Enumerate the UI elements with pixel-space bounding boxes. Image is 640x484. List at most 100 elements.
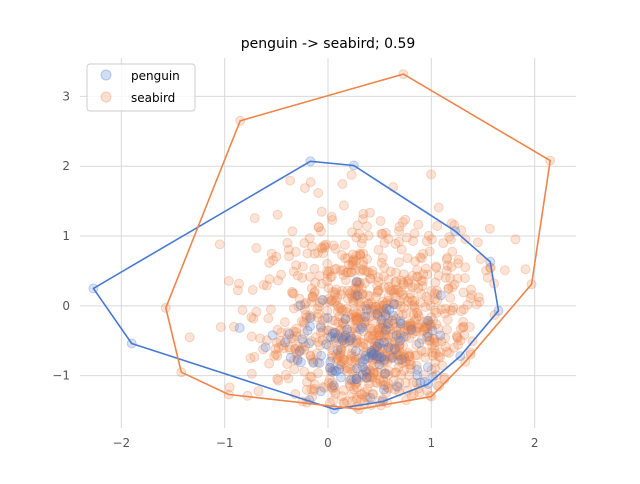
data-point-seabird <box>390 238 401 249</box>
data-point-penguin <box>331 366 342 377</box>
data-point-seabird <box>389 331 400 342</box>
data-point-seabird <box>358 347 369 358</box>
data-point-seabird <box>379 350 389 361</box>
data-point-seabird <box>458 304 469 315</box>
data-point-seabird <box>452 333 463 344</box>
data-point-seabird <box>359 318 370 329</box>
data-point-seabird <box>338 334 349 345</box>
data-point-seabird <box>370 343 381 354</box>
data-point-seabird <box>371 301 382 312</box>
data-point-seabird <box>337 353 348 364</box>
data-point-seabird <box>409 300 420 311</box>
data-point-seabird <box>404 370 415 381</box>
data-point-seabird <box>390 284 401 295</box>
data-point-seabird <box>317 325 328 336</box>
data-point-seabird <box>373 353 384 364</box>
data-point-seabird <box>404 351 415 362</box>
data-point-seabird <box>333 330 344 341</box>
data-point-seabird <box>390 337 401 347</box>
data-point-seabird <box>312 357 323 368</box>
data-point-seabird <box>442 260 453 271</box>
data-point-seabird <box>427 340 438 351</box>
data-point-seabird <box>390 313 401 324</box>
data-point-seabird <box>272 373 283 384</box>
data-point-seabird <box>371 351 382 362</box>
data-point-seabird <box>336 289 347 300</box>
data-point-penguin <box>391 330 402 341</box>
data-point-seabird <box>400 377 411 388</box>
data-point-seabird <box>398 350 409 360</box>
data-point-seabird <box>345 312 356 323</box>
data-point-seabird <box>248 313 259 324</box>
data-point-seabird <box>345 331 356 342</box>
data-point-seabird <box>315 297 326 308</box>
data-point-penguin <box>342 324 353 335</box>
data-point-seabird <box>422 269 433 280</box>
data-point-seabird <box>306 311 317 322</box>
data-point-seabird <box>447 246 458 257</box>
data-point-seabird <box>287 288 298 299</box>
data-point-seabird <box>377 319 388 330</box>
data-point-seabird <box>444 232 455 242</box>
data-point-penguin <box>295 300 306 311</box>
data-point-seabird <box>432 295 443 306</box>
data-point-seabird <box>368 360 379 371</box>
data-point-seabird <box>369 367 380 378</box>
data-point-seabird <box>287 226 298 237</box>
data-point-seabird <box>270 344 281 354</box>
data-point-seabird <box>357 264 368 275</box>
data-point-seabird <box>323 283 334 294</box>
data-point-seabird <box>395 350 406 361</box>
data-point-seabird <box>306 283 317 294</box>
data-point-seabird <box>332 293 343 304</box>
data-point-penguin <box>389 344 400 354</box>
data-point-seabird <box>395 295 405 306</box>
data-point-seabird <box>394 341 404 352</box>
data-point-penguin <box>316 350 327 361</box>
data-point-penguin <box>384 304 395 315</box>
data-point-seabird <box>358 326 369 337</box>
data-point-seabird <box>396 244 407 255</box>
data-point-seabird <box>366 347 377 358</box>
data-point-seabird <box>290 343 301 354</box>
data-point-seabird <box>362 353 373 364</box>
data-point-seabird <box>332 353 343 364</box>
data-point-penguin <box>337 335 348 346</box>
data-point-seabird <box>224 382 235 393</box>
data-point-seabird <box>409 302 420 313</box>
data-point-seabird <box>334 311 345 322</box>
data-point-seabird <box>350 356 361 367</box>
data-point-seabird <box>348 295 359 306</box>
data-point-penguin <box>366 347 377 358</box>
data-point-seabird <box>353 313 364 324</box>
data-point-seabird <box>458 321 469 332</box>
data-point-seabird <box>348 375 359 386</box>
data-point-seabird <box>413 319 424 330</box>
data-point-seabird <box>327 315 338 326</box>
data-point-seabird <box>394 287 405 298</box>
legend: penguin seabird <box>86 63 196 112</box>
data-point-penguin <box>357 362 368 373</box>
data-point-seabird <box>447 282 458 293</box>
data-point-seabird <box>337 179 348 189</box>
data-point-seabird <box>353 298 364 309</box>
data-point-seabird <box>300 183 310 194</box>
data-point-seabird <box>237 305 248 316</box>
data-point-seabird <box>412 265 423 275</box>
data-point-seabird <box>284 251 295 262</box>
data-point-seabird <box>455 323 466 334</box>
data-point-seabird <box>448 302 459 313</box>
data-point-seabird <box>327 352 338 363</box>
data-point-seabird <box>322 258 333 269</box>
data-point-seabird <box>322 305 333 316</box>
data-point-seabird <box>339 326 349 337</box>
data-point-seabird <box>341 267 352 278</box>
data-point-seabird <box>417 281 428 292</box>
data-point-seabird <box>426 312 437 323</box>
data-point-seabird <box>316 294 327 305</box>
data-point-seabird <box>510 234 521 245</box>
data-point-seabird <box>373 276 384 287</box>
data-point-seabird <box>382 300 393 311</box>
data-point-seabird <box>351 308 362 319</box>
data-point-seabird <box>410 256 421 267</box>
